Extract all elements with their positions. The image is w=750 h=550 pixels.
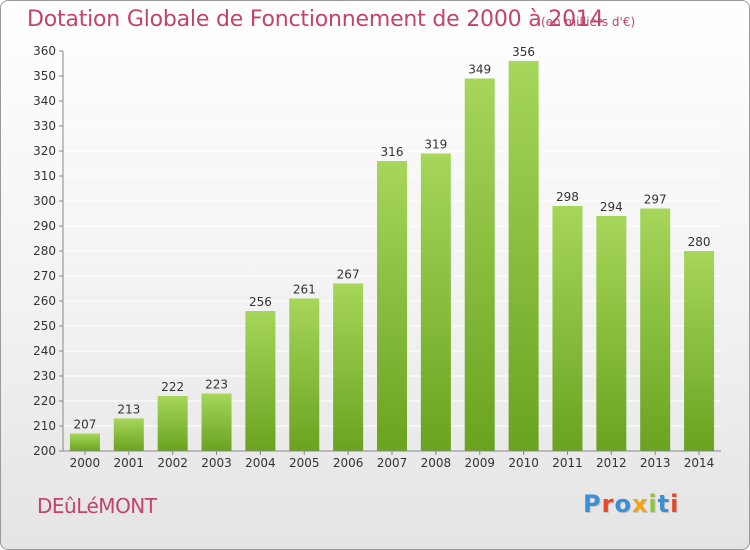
- y-tick-label: 320: [33, 144, 56, 158]
- x-tick-label: 2008: [421, 456, 452, 470]
- bar-2001[interactable]: [113, 418, 144, 452]
- x-tick-label: 2011: [552, 456, 583, 470]
- value-label: 280: [688, 235, 711, 249]
- y-tick-label: 270: [33, 269, 56, 283]
- value-label: 319: [424, 138, 447, 152]
- bar-2004[interactable]: [245, 311, 276, 451]
- x-tick-label: 2009: [464, 456, 495, 470]
- x-tick-label: 2013: [640, 456, 671, 470]
- y-tick-label: 220: [33, 394, 56, 408]
- x-tick-label: 2005: [289, 456, 320, 470]
- value-label: 261: [293, 283, 316, 297]
- bars: [69, 61, 715, 452]
- bar-2000[interactable]: [69, 433, 100, 452]
- x-tick-label: 2006: [333, 456, 364, 470]
- value-label: 207: [73, 418, 96, 432]
- y-tick-label: 290: [33, 219, 56, 233]
- value-label: 294: [600, 200, 623, 214]
- y-tick-label: 200: [33, 444, 56, 458]
- bar-2013[interactable]: [640, 208, 671, 452]
- value-label: 316: [381, 145, 404, 159]
- commune-name: DEûLéMONT: [37, 494, 157, 518]
- x-tick-label: 2004: [245, 456, 276, 470]
- value-labels: 207 213 222 223 256 261 267 316 319 349 356 298 294 2…: [73, 45, 710, 432]
- chart-unit-note: (en milliers d'€): [541, 15, 636, 29]
- x-tick-label: 2002: [157, 456, 188, 470]
- x-tick-label: 2000: [70, 456, 101, 470]
- value-label: 256: [249, 295, 272, 309]
- bar-2014[interactable]: [684, 251, 715, 451]
- value-label: 267: [337, 268, 360, 282]
- y-tick-label: 330: [33, 119, 56, 133]
- value-label: 349: [468, 63, 491, 77]
- chart-title: Dotation Globale de Fonctionnement de 20…: [27, 7, 604, 32]
- bar-2002[interactable]: [157, 396, 188, 451]
- value-label: 222: [161, 380, 184, 394]
- bar-2005[interactable]: [289, 298, 320, 452]
- bar-2010[interactable]: [508, 61, 539, 451]
- proxiti-logo[interactable]: Proxiti: [583, 490, 680, 518]
- x-tick-label: 2010: [508, 456, 539, 470]
- value-label: 213: [117, 403, 140, 417]
- x-axis: 2000 2001 2002 2003 2004 2005 2006 2007 2008 2009…: [63, 450, 721, 470]
- x-tick-label: 2003: [201, 456, 232, 470]
- y-tick-label: 340: [33, 94, 56, 108]
- bar-2012[interactable]: [596, 216, 627, 451]
- y-tick-label: 350: [33, 69, 56, 83]
- y-tick-label: 230: [33, 369, 56, 383]
- bar-2007[interactable]: [377, 161, 407, 451]
- y-tick-label: 250: [33, 319, 56, 333]
- y-tick-label: 260: [33, 294, 56, 308]
- value-label: 356: [512, 45, 535, 59]
- bar-2011[interactable]: [552, 206, 583, 451]
- y-tick-label: 240: [33, 344, 56, 358]
- y-tick-label: 310: [33, 169, 56, 183]
- x-tick-label: 2014: [684, 456, 715, 470]
- y-tick-label: 210: [33, 419, 56, 433]
- x-tick-label: 2001: [114, 456, 145, 470]
- y-axis: 200 210 220 230 240 250 260 270 280 290 300 310 320 3…: [33, 44, 64, 458]
- y-tick-label: 280: [33, 244, 56, 258]
- bar-2006[interactable]: [333, 283, 364, 452]
- value-label: 297: [644, 193, 667, 207]
- bar-2003[interactable]: [201, 393, 232, 452]
- value-label: 223: [205, 378, 228, 392]
- y-tick-label: 360: [33, 44, 56, 58]
- bar-2008[interactable]: [420, 153, 451, 452]
- x-tick-label: 2012: [596, 456, 627, 470]
- x-tick-label: 2007: [377, 456, 408, 470]
- bar-2009[interactable]: [464, 78, 495, 452]
- value-label: 298: [556, 190, 579, 204]
- y-tick-label: 300: [33, 194, 56, 208]
